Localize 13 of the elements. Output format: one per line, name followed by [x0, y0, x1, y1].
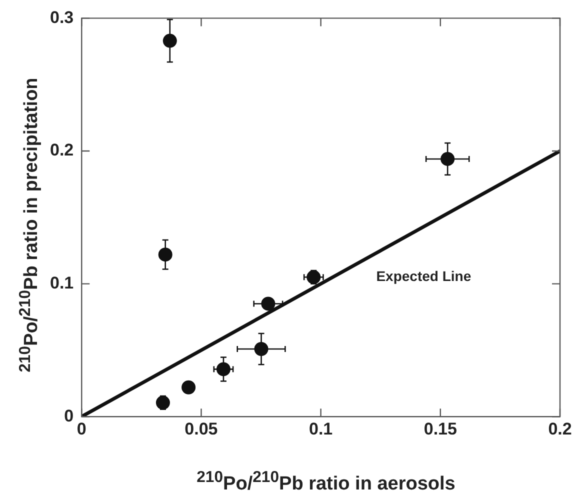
- x-tick-label: 0.15: [424, 419, 457, 438]
- y-tick-label: 0: [64, 406, 74, 426]
- point: [182, 380, 196, 394]
- x-tick-label: 0.1: [308, 419, 333, 438]
- y-tick-label: 0.2: [50, 140, 74, 160]
- annotation: Expected Line: [376, 268, 472, 284]
- point: [156, 396, 170, 410]
- x-axis-title: $^{210}$Po/$^{210}$Pb ratio in aerosols: [196, 468, 456, 495]
- x-tick-label: 0: [76, 419, 86, 438]
- y-tick-label: 0.1: [50, 273, 74, 292]
- y-tick-label: 0.3: [50, 8, 74, 27]
- x-tick-label: 0.05: [184, 419, 218, 438]
- x-tick-label: 0.2: [548, 419, 572, 438]
